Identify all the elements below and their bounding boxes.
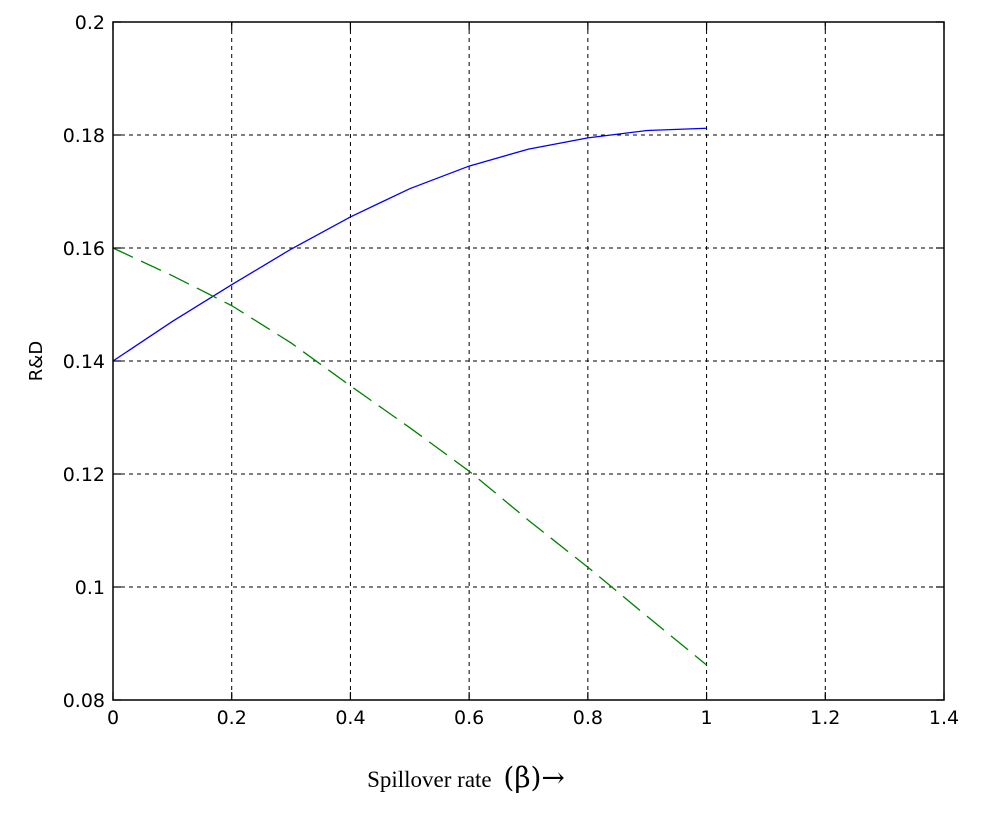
x-tick-label: 1 — [701, 707, 713, 729]
x-tick-label: 0.2 — [217, 707, 247, 729]
x-tick-label: 1.4 — [929, 707, 959, 729]
x-axis-label-text: Spillover rate — [367, 767, 492, 792]
y-tick-label: 0.2 — [75, 12, 105, 34]
x-tick-labels: 0 0.2 0.4 0.6 0.8 1 1.2 1.4 — [107, 707, 959, 729]
y-tick-label: 0.1 — [75, 577, 105, 599]
y-tick-label: 0.18 — [63, 125, 105, 147]
x-axis-label: Spillover rate (β)→ — [367, 761, 565, 794]
y-tick-label: 0.16 — [63, 238, 105, 260]
x-tick-label: 0.4 — [335, 707, 365, 729]
x-tick-label: 0.8 — [573, 707, 603, 729]
y-tick-label: 0.14 — [63, 351, 105, 373]
x-tick-label: 0.6 — [454, 707, 484, 729]
y-tick-labels: 0.08 0.1 0.12 0.14 0.16 0.18 0.2 — [63, 12, 105, 712]
series-line-2 — [112, 247, 707, 666]
x-tick-label: 1.2 — [810, 707, 840, 729]
x-tick-label: 0 — [107, 707, 119, 729]
series-group — [112, 127, 707, 666]
series-line-1 — [112, 127, 707, 362]
y-tick-label: 0.08 — [63, 690, 105, 712]
y-tick-label: 0.12 — [63, 464, 105, 486]
x-axis-label-symbol: (β)→ — [503, 761, 565, 794]
y-axis-label: R&D — [26, 341, 47, 381]
ticks — [112, 21, 945, 701]
grid — [113, 22, 944, 700]
